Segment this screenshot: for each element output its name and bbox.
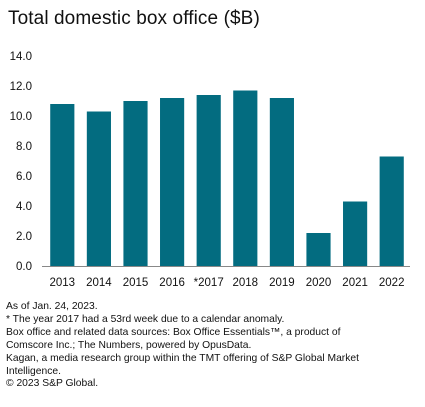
footnote-line: * The year 2017 had a 53rd week due to a… [6,313,285,325]
y-tick-label: 12.0 [10,81,32,93]
x-tick-label: 2015 [123,277,149,289]
y-tick-label: 14.0 [10,51,32,63]
x-tick-label: 2021 [342,277,368,289]
footnote-line: Box office and related data sources: Box… [6,326,341,338]
bar [269,98,294,266]
footnote-line: Intelligence. [6,365,61,377]
y-tick-label: 4.0 [16,201,32,213]
footnote-line: As of Jan. 24, 2023. [6,301,98,312]
bar [86,111,111,266]
x-tick-label: 2018 [233,277,259,289]
y-tick-label: 2.0 [16,231,32,243]
bar [306,233,331,266]
x-tick-label: 2022 [379,277,405,289]
footnote-line: Kagan, a media research group within the… [6,352,359,364]
footnote-line: Comscore Inc.; The Numbers, powered by O… [6,339,252,351]
chart-title: Total domestic box office ($B) [8,8,260,29]
x-tick-label: 2013 [50,277,76,289]
bar [160,98,185,266]
y-tick-label: 8.0 [16,141,32,153]
x-tick-label: *2017 [194,277,224,289]
y-tick-label: 6.0 [16,171,32,183]
x-tick-label: 2016 [159,277,185,289]
bar [123,101,148,266]
bar [343,201,368,266]
chart-footnotes: As of Jan. 24, 2023. * The year 2017 had… [6,301,421,391]
x-tick-label: 2014 [86,277,112,289]
bar-chart: 0.0 2.0 4.0 6.0 8.0 10.0 12.0 14.0 2013 2014 2015 2… [10,51,410,289]
x-tick-label: 2019 [269,277,295,289]
bar [379,156,404,266]
bar [196,95,221,266]
footnote-line: © 2023 S&P Global. [6,378,99,390]
y-tick-label: 10.0 [10,111,32,123]
x-tick-label: 2020 [306,277,332,289]
y-tick-label: 0.0 [16,261,32,273]
bar [233,90,258,266]
bar [50,104,75,266]
